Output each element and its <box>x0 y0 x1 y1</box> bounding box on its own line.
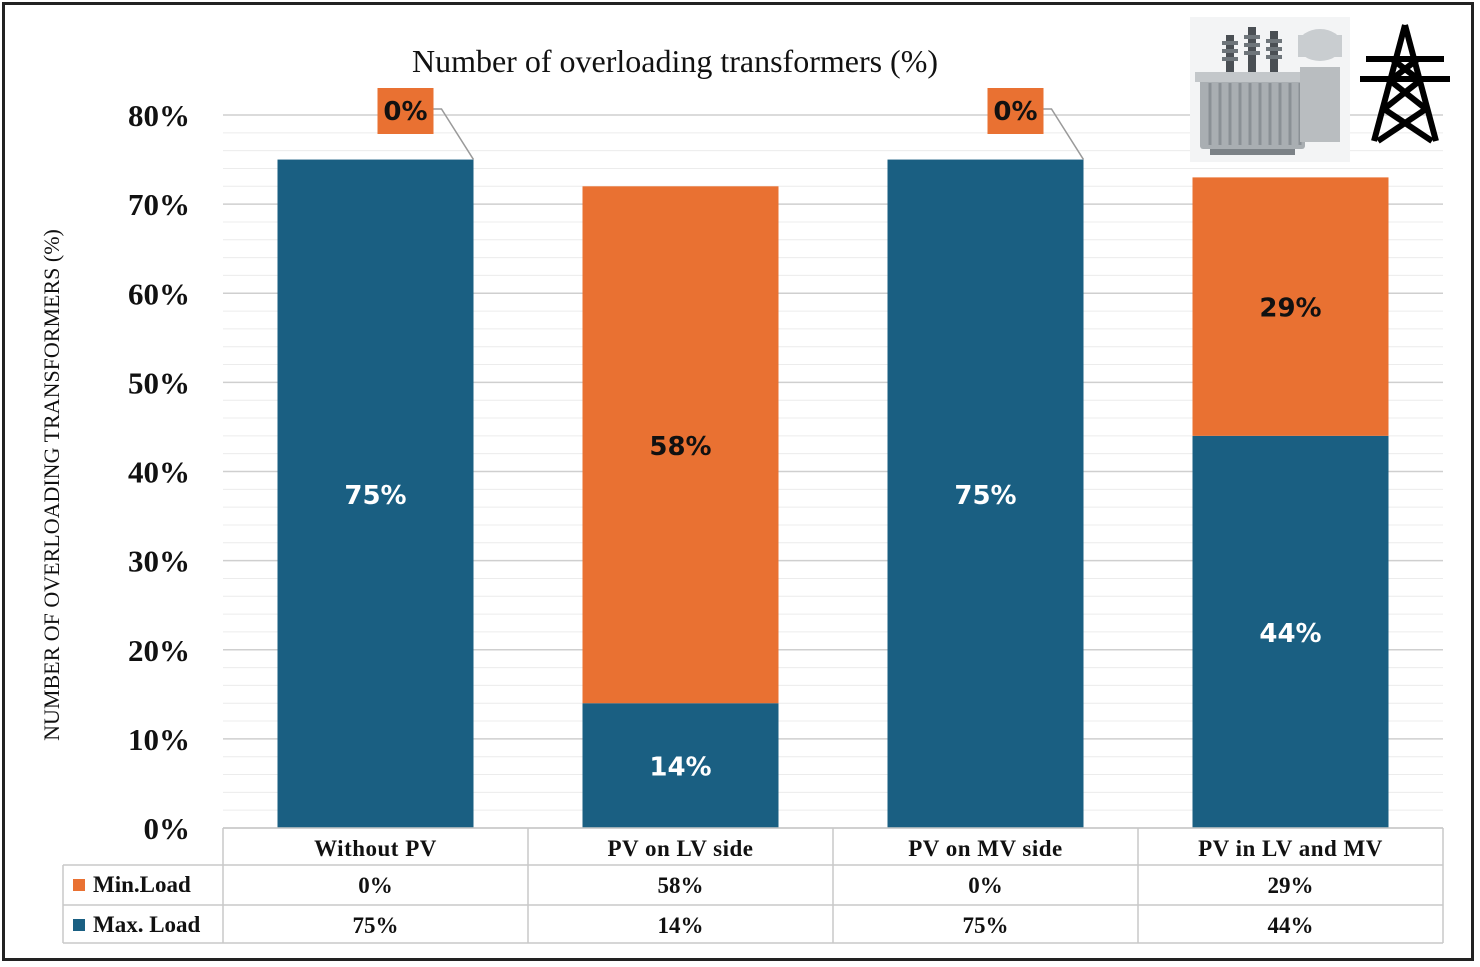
y-axis-label: NUMBER OF OVERLOADING TRANSFORMERS (%) <box>39 229 64 741</box>
table-cell-max-load: 14% <box>658 913 704 938</box>
table-cell-max-load: 44% <box>1268 913 1314 938</box>
table-cell-min-load: 58% <box>658 873 704 898</box>
legend-label: Min.Load <box>93 872 191 897</box>
callout-leader-line <box>433 108 475 160</box>
icons <box>1190 17 1450 162</box>
table-cell-min-load: 0% <box>358 873 393 898</box>
y-tick-label: 50% <box>128 365 190 400</box>
data-label-max-load: 75% <box>344 481 406 511</box>
bar-min-load <box>1192 177 1389 436</box>
table-cell-max-load: 75% <box>353 913 399 938</box>
x-category-label: Without PV <box>314 836 437 861</box>
y-tick-label: 40% <box>128 455 190 490</box>
x-category-label: PV in LV and MV <box>1198 836 1383 861</box>
data-label-min-load: 58% <box>649 432 711 462</box>
callout-box <box>377 88 434 134</box>
legend-key <box>73 879 85 891</box>
legend-label: Max. Load <box>93 912 201 937</box>
y-tick-label: 60% <box>128 276 190 311</box>
bar-labels: 75% 0% 14% 58% 75% 0% 44% 29% <box>344 88 1322 783</box>
data-label-min-load: 0% <box>993 97 1037 127</box>
bar-max-load <box>582 703 779 828</box>
legend-key <box>73 919 85 931</box>
y-tick-label: 70% <box>128 187 190 222</box>
callout-leader-line <box>1043 108 1085 160</box>
data-label-min-load: 0% <box>383 97 427 127</box>
bar-max-load <box>1192 435 1389 828</box>
y-tick-label: 20% <box>128 633 190 668</box>
y-tick-label: 0% <box>144 811 191 846</box>
callout-box <box>987 88 1044 134</box>
bar-min-load <box>582 186 779 704</box>
transformer-image <box>1190 17 1350 162</box>
chart-title: Number of overloading transformers (%) <box>412 43 938 79</box>
y-tick-labels: 0% 10% 20% 30% 40% 50% 60% 70% 80% <box>128 98 190 846</box>
data-table: Without PV 0% 75% PV on LV side 58% 14% PV on … <box>62 827 1444 944</box>
table-cell-min-load: 29% <box>1268 873 1314 898</box>
bars <box>277 159 1389 828</box>
data-label-min-load: 29% <box>1259 294 1321 324</box>
y-tick-label: 80% <box>128 98 190 133</box>
bar-max-load <box>887 159 1084 828</box>
x-category-label: PV on MV side <box>908 836 1063 861</box>
y-tick-label: 10% <box>128 722 190 757</box>
table-cell-max-load: 75% <box>963 913 1009 938</box>
data-label-max-load: 75% <box>954 481 1016 511</box>
y-tick-label: 30% <box>128 544 190 579</box>
table-cell-min-load: 0% <box>968 873 1003 898</box>
data-label-max-load: 14% <box>649 753 711 783</box>
x-category-label: PV on LV side <box>607 836 753 861</box>
power-tower-icon <box>1360 24 1450 144</box>
chart-svg: 0% 10% 20% 30% 40% 50% 60% 70% 80% Number of ove… <box>39 17 1450 944</box>
bar-max-load <box>277 159 474 828</box>
data-label-max-load: 44% <box>1259 619 1321 649</box>
